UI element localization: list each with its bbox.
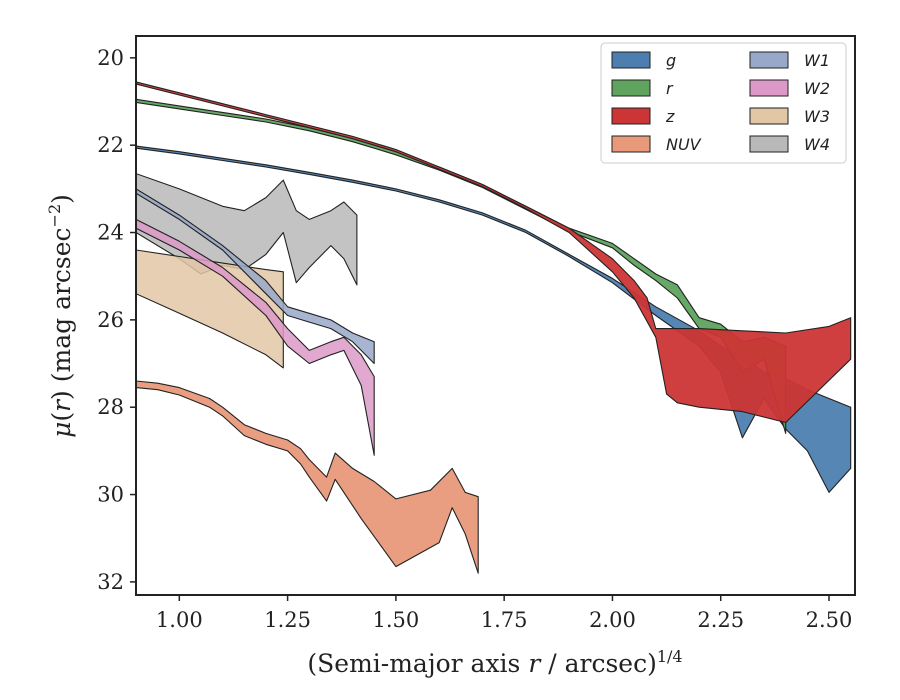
- x-tick-label: 2.25: [697, 608, 744, 632]
- legend-label-w4: W4: [804, 135, 830, 154]
- y-tick-label: 30: [97, 483, 124, 507]
- x-tick-label: 1.25: [264, 608, 311, 632]
- y-tick-label: 26: [97, 308, 124, 332]
- x-tick-label: 2.50: [806, 608, 853, 632]
- x-axis-ticks: 1.00 1.25 1.50 1.75 2.00 2.25 2.50: [156, 595, 852, 632]
- legend-swatch-w1: [749, 51, 789, 69]
- legend-label-r: r: [666, 79, 674, 98]
- band-nuv: [136, 380, 479, 574]
- y-axis-ticks: 20 22 24 26 28 30 32: [97, 46, 136, 594]
- x-axis-label: (Semi-major axis r / arcsec)1/4: [307, 647, 682, 678]
- band-g: [136, 145, 852, 493]
- y-tick-label: 24: [97, 221, 124, 245]
- x-tick-label: 1.00: [156, 608, 203, 632]
- legend-label-z: z: [665, 107, 675, 126]
- x-tick-label: 1.50: [372, 608, 419, 632]
- legend-label-w1: W1: [804, 51, 830, 70]
- legend-label-w3: W3: [804, 107, 830, 126]
- legend-box: [600, 42, 847, 164]
- x-tick-label: 1.75: [481, 608, 528, 632]
- legend-label-w2: W2: [804, 79, 830, 98]
- y-tick-label: 20: [97, 46, 124, 70]
- legend-swatch-z: [611, 107, 651, 125]
- legend-swatch-w2: [749, 79, 789, 97]
- legend-swatch-r: [611, 79, 651, 97]
- legend: grz NUV W1 W2 W3 W4: [600, 42, 847, 164]
- y-tick-label: 22: [97, 133, 124, 157]
- y-tick-label: 32: [97, 570, 124, 594]
- legend-swatch-w4: [749, 135, 789, 153]
- y-axis-label: μ(r) (mag arcsec−2): [45, 194, 76, 438]
- bands-layer: [136, 81, 852, 574]
- x-tick-label: 2.00: [589, 608, 636, 632]
- band-w2: [136, 218, 375, 456]
- band-z: [136, 81, 852, 424]
- plot-area: [135, 35, 856, 596]
- legend-swatch-g: [611, 51, 651, 69]
- legend-label-nuv: NUV: [666, 135, 702, 154]
- legend-swatch-nuv: [611, 135, 651, 153]
- band-w1: [136, 188, 375, 365]
- legend-label-g: g: [666, 51, 676, 70]
- y-tick-label: 28: [97, 395, 124, 419]
- plot-frame: [135, 35, 856, 596]
- legend-swatch-w3: [749, 107, 789, 125]
